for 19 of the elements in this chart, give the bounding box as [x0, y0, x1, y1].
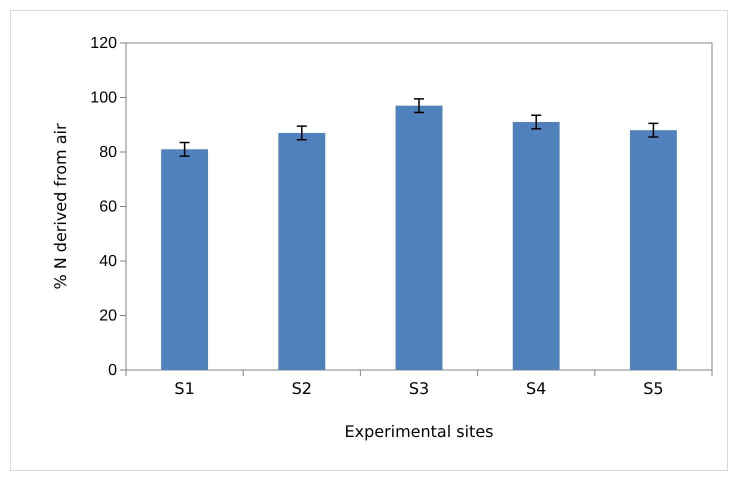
bar	[396, 106, 442, 370]
y-tick-label: 0	[108, 362, 118, 380]
x-tick-label: S5	[643, 379, 664, 398]
x-tick-label: S1	[174, 379, 195, 398]
y-tick-label: 120	[90, 35, 118, 52]
x-axis-title: Experimental sites	[344, 422, 494, 441]
y-tick-label: 20	[99, 308, 118, 325]
y-tick-label: 80	[99, 144, 118, 162]
x-tick-label: S2	[292, 379, 312, 398]
y-axis-title: % N derived from air	[51, 123, 70, 290]
bar	[512, 122, 560, 370]
bar	[278, 132, 326, 370]
y-tick-label: 60	[99, 198, 118, 216]
y-tick-label: 40	[99, 253, 118, 270]
x-tick-label: S4	[526, 379, 546, 398]
bar	[161, 149, 208, 370]
x-tick-label: S3	[408, 379, 430, 398]
y-tick-label: 100	[90, 90, 118, 107]
bar	[630, 130, 677, 370]
